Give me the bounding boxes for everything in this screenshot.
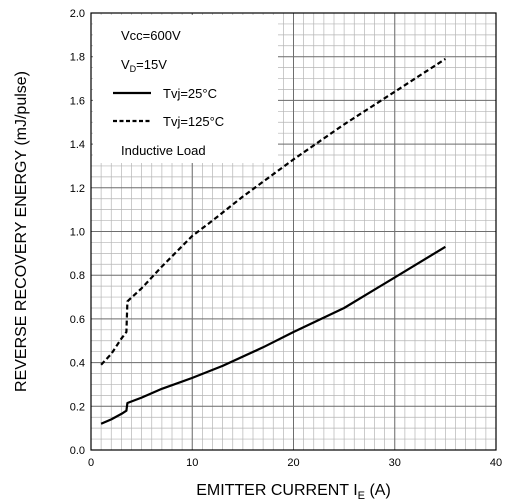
legend-condition-vcc: Vcc=600V: [121, 28, 181, 43]
legend-label-tvj-25c: Tvj=25°C: [163, 86, 217, 101]
y-tick-label: 2.0: [70, 8, 85, 20]
legend-condition-vd: VD=15V: [121, 57, 167, 74]
y-tick-label: 0.4: [70, 358, 85, 370]
x-axis-label: EMITTER CURRENT IE (A): [196, 482, 391, 502]
legend: Vcc=600V VD=15V Tvj=25°C Tvj=125°C Inductive…: [93, 15, 278, 163]
series-line-tvj-25c: [100, 245, 446, 425]
axis-labels: EMITTER CURRENT IE (A) REVERSE RECOVERY E…: [13, 71, 391, 502]
x-tick-label: 10: [186, 457, 198, 469]
y-tick-label: 0.2: [70, 401, 85, 413]
axes: 0 10 20 30 40 0.0 0.2 0.4 0.6 0.8 1.0 1.2 1.4 1.6 1.8 2…: [70, 8, 502, 469]
series-line-tvj-125c: [100, 57, 446, 366]
y-tick-label: 1.2: [70, 183, 85, 195]
legend-label-tvj-125c: Tvj=125°C: [163, 114, 224, 129]
plot-frame: [90, 12, 497, 451]
x-tick-label: 0: [88, 457, 94, 469]
y-tick-label: 0.0: [70, 445, 85, 457]
x-tick-label: 30: [389, 457, 401, 469]
y-axis-label: REVERSE RECOVERY ENERGY (mJ/pulse): [13, 71, 30, 392]
x-tick-label: 20: [287, 457, 299, 469]
y-tick-label: 0.6: [70, 314, 85, 326]
legend-box: [93, 15, 278, 163]
y-tick-label: 1.4: [70, 139, 85, 151]
legend-footer: Inductive Load: [121, 143, 206, 158]
y-tick-label: 0.8: [70, 270, 85, 282]
y-tick-label: 1.6: [70, 95, 85, 107]
data-series: [100, 57, 446, 425]
y-tick-label: 1.0: [70, 227, 85, 239]
y-tick-label: 1.8: [70, 52, 85, 64]
x-tick-label: 40: [490, 457, 502, 469]
